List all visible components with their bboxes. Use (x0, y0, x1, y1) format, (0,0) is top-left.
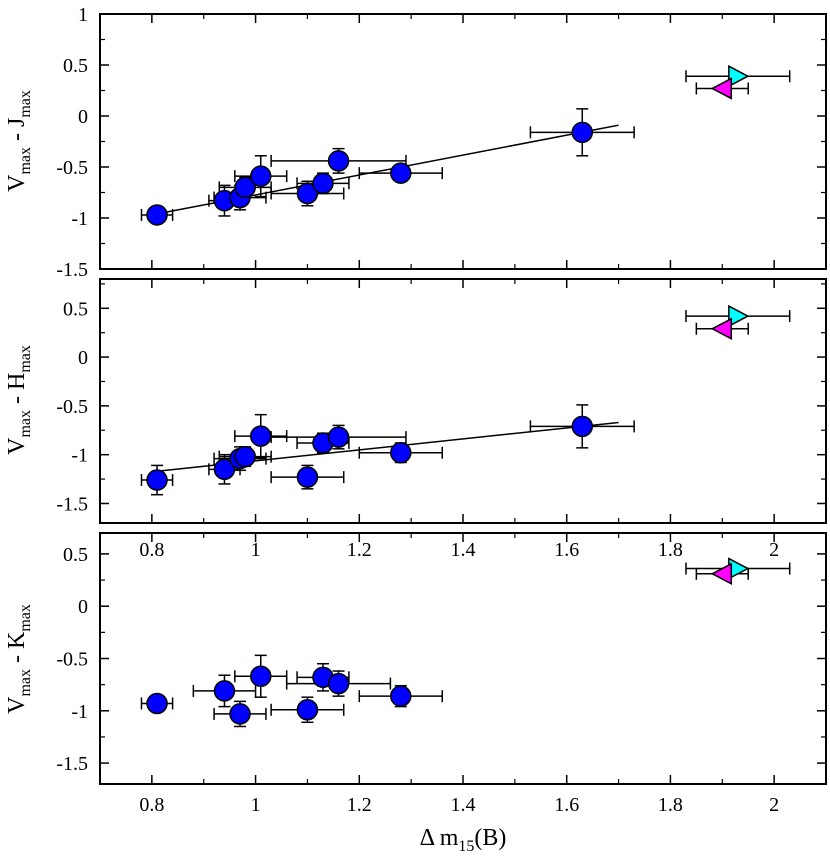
x-tick-label: 1.2 (347, 794, 372, 816)
panel-vj-ylabel: Vmax - Jmax (4, 90, 34, 192)
data-point-circle (146, 469, 168, 491)
y-tick-label: 0.5 (63, 544, 88, 566)
x-axis-label: Δ m15(B) (420, 825, 507, 855)
y-tick-label: -0.5 (56, 396, 88, 418)
data-point-circle (327, 672, 350, 695)
y-tick-label: 0 (78, 596, 88, 618)
x-tick-label-top: 1.4 (451, 539, 476, 561)
y-tick-label: -0.5 (56, 649, 88, 671)
y-tick-label: 0 (78, 347, 88, 369)
data-point-circle (571, 415, 594, 438)
data-point-circle (146, 692, 168, 715)
y-tick-label: 0.5 (63, 55, 88, 77)
y-tick-label: -1 (71, 208, 88, 230)
panel-vh: Vmax - Hmax -1.5 -1 -0.5 0 0.5 (4, 278, 827, 524)
data-point-triangle-left (710, 77, 733, 100)
data-point-triangle-left (710, 317, 733, 341)
x-tick-label-top: 0.8 (139, 539, 164, 561)
data-point-circle (250, 425, 272, 447)
y-tick-label: 1 (78, 4, 88, 26)
y-tick-label: -0.5 (56, 157, 88, 179)
x-tick-label-top: 1.2 (347, 539, 372, 561)
data-point-triangle-right (728, 304, 750, 328)
data-point-circle (296, 698, 319, 721)
x-tick-label: 2 (769, 794, 779, 816)
data-point-circle (250, 165, 272, 187)
data-point-circle (296, 466, 319, 488)
x-tick-label-top: 1.8 (658, 539, 683, 561)
data-point-circle (229, 703, 251, 725)
y-tick-label: -1 (71, 445, 88, 467)
x-tick-label-top: 2 (769, 539, 779, 561)
y-tick-label: 0.5 (63, 298, 88, 320)
data-point-circle (571, 121, 594, 144)
y-tick-label: 0 (78, 106, 88, 128)
data-point-circle (250, 665, 272, 688)
data-point-circle (234, 176, 256, 199)
panel-vj: Vmax - Jmax -1.5 -1 -0.5 0 0.5 1 (4, 4, 827, 281)
panel-vh-frame (99, 278, 827, 524)
data-point-circle (327, 150, 350, 172)
x-tick-label: 1.4 (451, 794, 476, 816)
panel-vk: Vmax - Kmax Δ m15(B) -1.5 -1 -0.5 0 0.5 0.8 1 1… (4, 532, 827, 855)
data-point-circle (146, 204, 168, 226)
data-point-circle (296, 182, 319, 205)
x-tick-label-top: 1 (251, 539, 261, 561)
data-point-circle (312, 172, 334, 195)
x-tick-label: 0.8 (139, 794, 164, 816)
data-point-circle (213, 458, 236, 481)
x-tick-label: 1.8 (658, 794, 683, 816)
panel-vk-ylabel: Vmax - Kmax (4, 604, 34, 714)
data-point-triangle-left (710, 562, 733, 586)
x-tick-label: 1.6 (554, 794, 579, 816)
y-tick-label: -1.5 (56, 493, 88, 515)
y-tick-label: -1.5 (56, 259, 88, 281)
panel-vj-frame (99, 13, 827, 270)
data-point-circle (390, 441, 412, 464)
panel-vh-ylabel: Vmax - Hmax (4, 345, 34, 455)
data-point-circle (390, 162, 412, 184)
data-point-circle (390, 685, 412, 707)
data-point-triangle-right (728, 64, 750, 88)
data-point-circle (327, 426, 350, 448)
data-point-circle (213, 680, 236, 702)
x-tick-label-top: 1.6 (554, 539, 579, 561)
x-tick-label: 1 (251, 794, 261, 816)
data-point-circle (234, 445, 256, 468)
y-tick-label: -1.5 (56, 753, 88, 775)
y-tick-label: -1 (71, 701, 88, 723)
